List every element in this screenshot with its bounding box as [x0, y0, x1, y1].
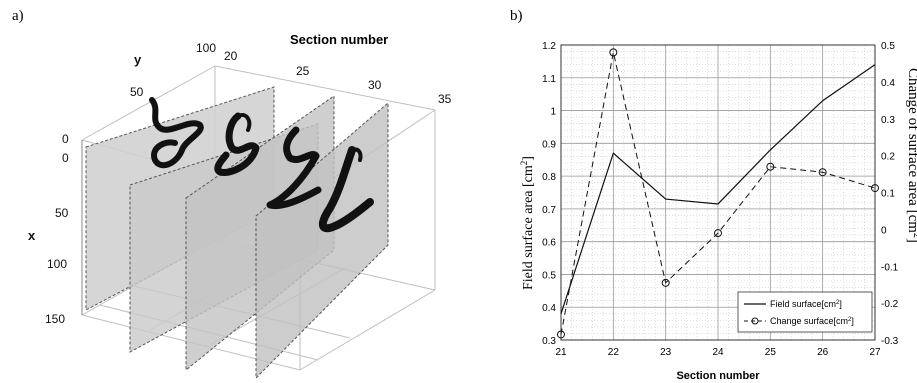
x-tick-label: 21	[555, 347, 567, 358]
x-axis-label-3d: x	[28, 228, 36, 243]
left-y-tick-label: 0.6	[542, 238, 556, 249]
right-axis-label: Change of surface area [cm2]	[905, 68, 917, 243]
cross-section-1	[149, 97, 204, 169]
cross-section-2	[214, 112, 260, 177]
right-y-tick-label: 0.3	[881, 115, 895, 126]
left-y-tick-label: 0.8	[542, 172, 556, 183]
left-y-tick-label: 0.7	[542, 205, 556, 216]
x-tick: 150	[45, 312, 65, 326]
x-tick: 0	[62, 151, 69, 165]
x-tick-label: 26	[817, 347, 829, 358]
right-y-tick-label: 0.4	[881, 78, 895, 89]
cross-section-3	[266, 126, 322, 210]
y-tick: 0	[62, 132, 69, 146]
panel-a-title: Section number	[290, 32, 388, 47]
left-y-tick-label: 0.9	[542, 139, 556, 150]
right-y-tick-label: 0.5	[881, 41, 895, 52]
left-y-tick-label: 1	[550, 107, 556, 118]
section-ticks: 20 25 30 35	[224, 49, 452, 106]
right-y-tick-label: 0	[881, 225, 887, 236]
y-tick: 50	[130, 85, 144, 99]
series-field-surface	[560, 64, 876, 314]
change-surface-point	[557, 330, 565, 339]
field-surface-line	[560, 64, 876, 314]
y-tick: 100	[196, 41, 216, 55]
left-axis-label: Field surface area [cm2]	[519, 156, 536, 290]
x-tick-label: 25	[765, 347, 777, 358]
right-y-tick-label: 0.1	[881, 189, 895, 200]
x-ticks-3d: 0 50 100 150 x	[28, 151, 69, 326]
right-y-ticks: -0.3 -0.2 -0.1 0 0.1 0.2 0.3 0.4 0.5	[881, 41, 899, 347]
change-surface-point	[609, 48, 618, 57]
panel-a-3d-sections: a) Section number	[12, 8, 452, 380]
right-y-tick-label: -0.1	[881, 262, 899, 273]
x-ticks: 21 22 23 24 25 26 27	[555, 347, 881, 358]
left-y-tick-label: 1.1	[542, 74, 556, 85]
legend-box	[737, 291, 873, 333]
x-tick: 50	[55, 206, 69, 220]
panel-b-label: b)	[510, 8, 523, 24]
right-y-tick-label: 0.2	[881, 152, 895, 163]
change-surface-point	[714, 229, 722, 238]
change-surface-point	[818, 168, 827, 177]
x-tick-label: 22	[608, 347, 620, 358]
change-surface-point	[766, 162, 775, 171]
left-y-tick-label: 0.4	[542, 303, 556, 314]
change-surface-point	[871, 184, 879, 193]
section-tick: 30	[368, 78, 382, 92]
left-y-ticks: 0.3 0.4 0.5 0.6 0.7 0.8 0.9 1 1.1 1.2	[542, 41, 556, 347]
panel-a-label: a)	[12, 8, 24, 24]
legend-field-label: Field surface[cm2]	[770, 299, 842, 309]
change-surface-point	[661, 278, 670, 287]
series-change-surface	[557, 48, 879, 339]
right-y-tick-label: -0.2	[881, 299, 899, 310]
left-y-tick-label: 0.5	[542, 270, 556, 281]
x-tick-label: 23	[660, 347, 672, 358]
section-tick: 25	[296, 64, 310, 78]
panel-b-line-chart: b) 0.3 0.4 0.5 0.6 0.7 0.8 0.9 1 1.1 1.2 -0.3 -0.2…	[510, 8, 917, 382]
legend: Field surface[cm2] Change surface[cm2]	[737, 291, 873, 333]
section-tick: 35	[438, 92, 452, 106]
left-y-tick-label: 1.2	[542, 41, 556, 52]
cross-section-4	[318, 146, 374, 233]
change-surface-line	[560, 52, 876, 335]
plot-frame	[560, 44, 876, 341]
x-axis-label: Section number	[676, 370, 760, 382]
legend-change-marker	[751, 317, 759, 325]
y-ticks-3d: 0 50 100 y	[62, 41, 216, 146]
left-y-tick-label: 0.3	[542, 336, 556, 347]
x-tick-label: 27	[869, 347, 881, 358]
right-y-tick-label: -0.3	[881, 336, 899, 347]
legend-change-label: Change surface[cm2]	[770, 316, 854, 326]
cross-section-shapes	[149, 97, 374, 233]
section-tick: 20	[224, 49, 238, 63]
y-axis-label-3d: y	[134, 52, 142, 67]
x-tick-label: 24	[712, 347, 724, 358]
x-tick: 100	[47, 257, 67, 271]
slice-4	[255, 101, 389, 380]
